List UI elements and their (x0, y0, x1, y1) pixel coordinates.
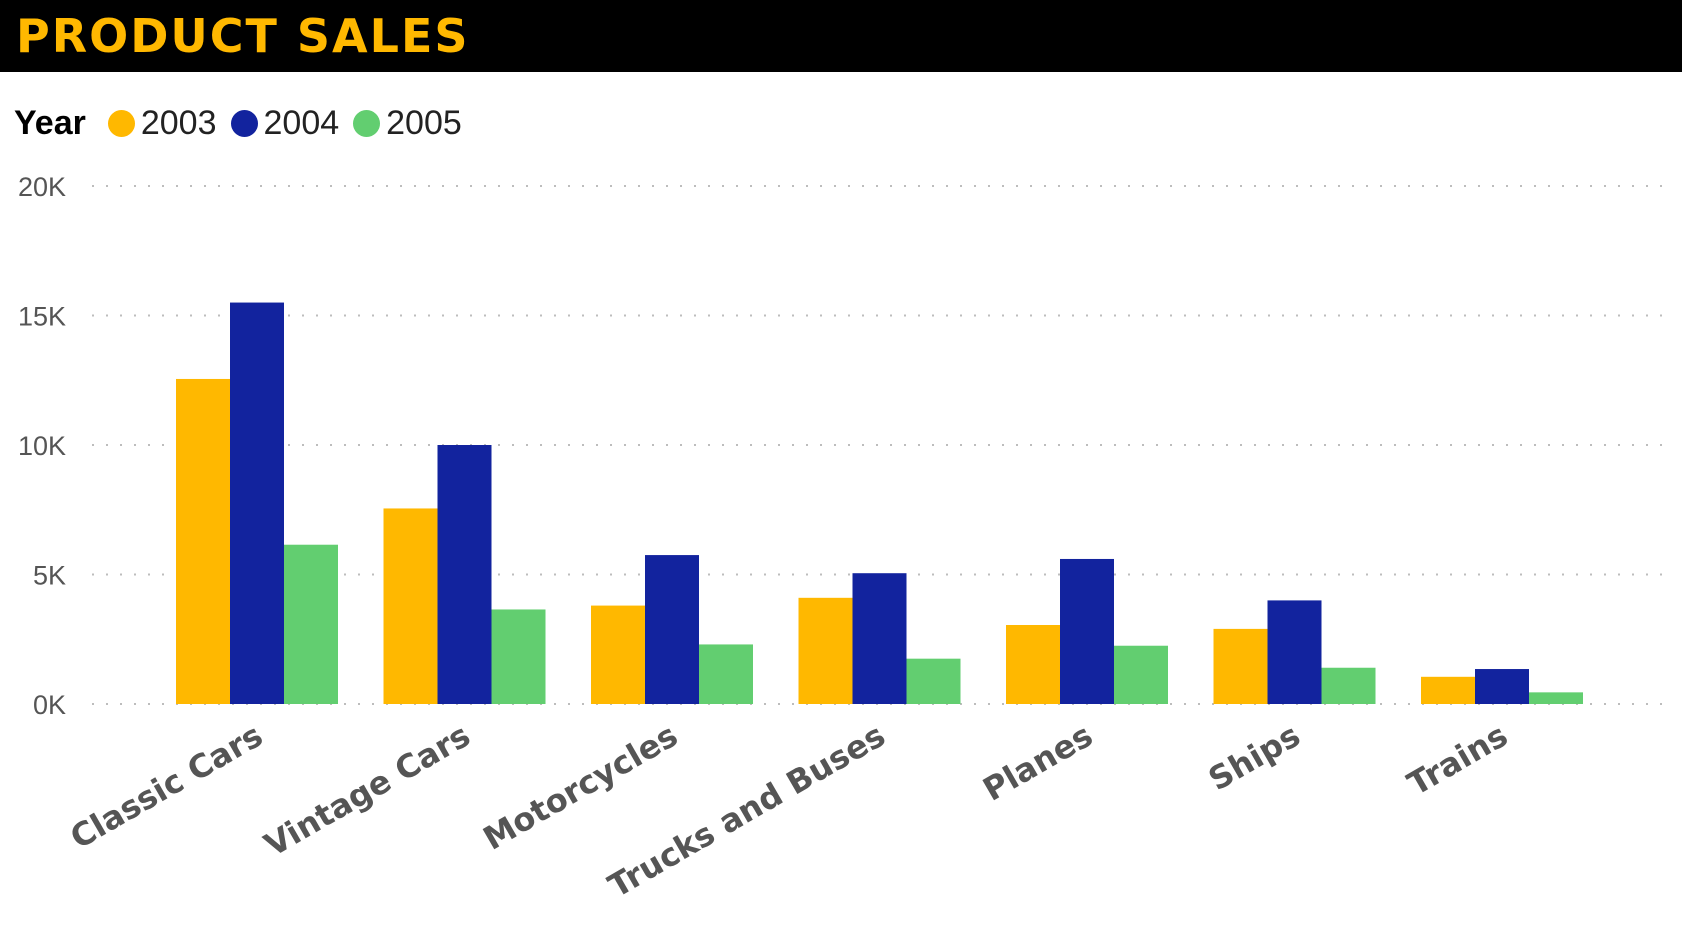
y-tick-label: 15K (18, 302, 66, 332)
x-tick-label: Classic Cars (64, 716, 269, 856)
bar-vintage-cars-2004[interactable] (437, 445, 492, 704)
legend-dot-icon (107, 110, 135, 137)
legend: Year 2003 2004 2005 (14, 104, 476, 143)
bar-classic-cars-2005[interactable] (284, 544, 338, 704)
bar-ships-2004[interactable] (1267, 600, 1322, 704)
legend-item-2003[interactable]: 2003 (107, 104, 217, 143)
bar-planes-2004[interactable] (1060, 558, 1114, 704)
bar-vintage-cars-2003[interactable] (383, 508, 438, 704)
bar-trucks-and-buses-2004[interactable] (852, 573, 907, 704)
x-tick-label: Motorcycles (477, 716, 684, 858)
bar-trucks-and-buses-2003[interactable] (798, 597, 853, 704)
x-tick-label: Vintage Cars (258, 716, 477, 864)
legend-dot-icon (353, 110, 381, 137)
bar-ships-2005[interactable] (1321, 667, 1376, 704)
x-tick-label: Ships (1202, 716, 1307, 798)
legend-dot-icon (230, 110, 258, 137)
chart-title: PRODUCT SALES (16, 9, 470, 63)
bar-classic-cars-2004[interactable] (230, 302, 284, 704)
bar-planes-2005[interactable] (1114, 645, 1168, 704)
bar-motorcycles-2004[interactable] (645, 555, 699, 704)
y-tick-label: 5K (33, 561, 66, 591)
y-tick-label: 0K (33, 690, 66, 720)
x-tick-label: Planes (976, 716, 1099, 809)
bar-trains-2004[interactable] (1475, 669, 1529, 704)
legend-item-2004[interactable]: 2004 (230, 104, 340, 143)
y-tick-label: 10K (18, 431, 66, 461)
bar-trucks-and-buses-2005[interactable] (906, 658, 961, 704)
bar-trains-2003[interactable] (1421, 676, 1475, 704)
legend-label: 2004 (263, 104, 340, 142)
y-tick-label: 20K (18, 172, 66, 202)
bar-vintage-cars-2005[interactable] (491, 609, 546, 704)
bar-ships-2003[interactable] (1213, 628, 1268, 704)
x-tick-label: Trains (1401, 716, 1514, 803)
legend-label: 2005 (386, 104, 462, 142)
bar-trains-2005[interactable] (1529, 692, 1583, 704)
legend-title: Year (14, 104, 86, 142)
legend-label: 2003 (140, 104, 217, 142)
title-bar: PRODUCT SALES (0, 0, 1682, 72)
bar-classic-cars-2003[interactable] (176, 378, 230, 704)
bar-planes-2003[interactable] (1006, 625, 1060, 704)
bar-motorcycles-2005[interactable] (699, 644, 753, 704)
bar-motorcycles-2003[interactable] (591, 605, 645, 704)
legend-item-2005[interactable]: 2005 (353, 104, 462, 143)
